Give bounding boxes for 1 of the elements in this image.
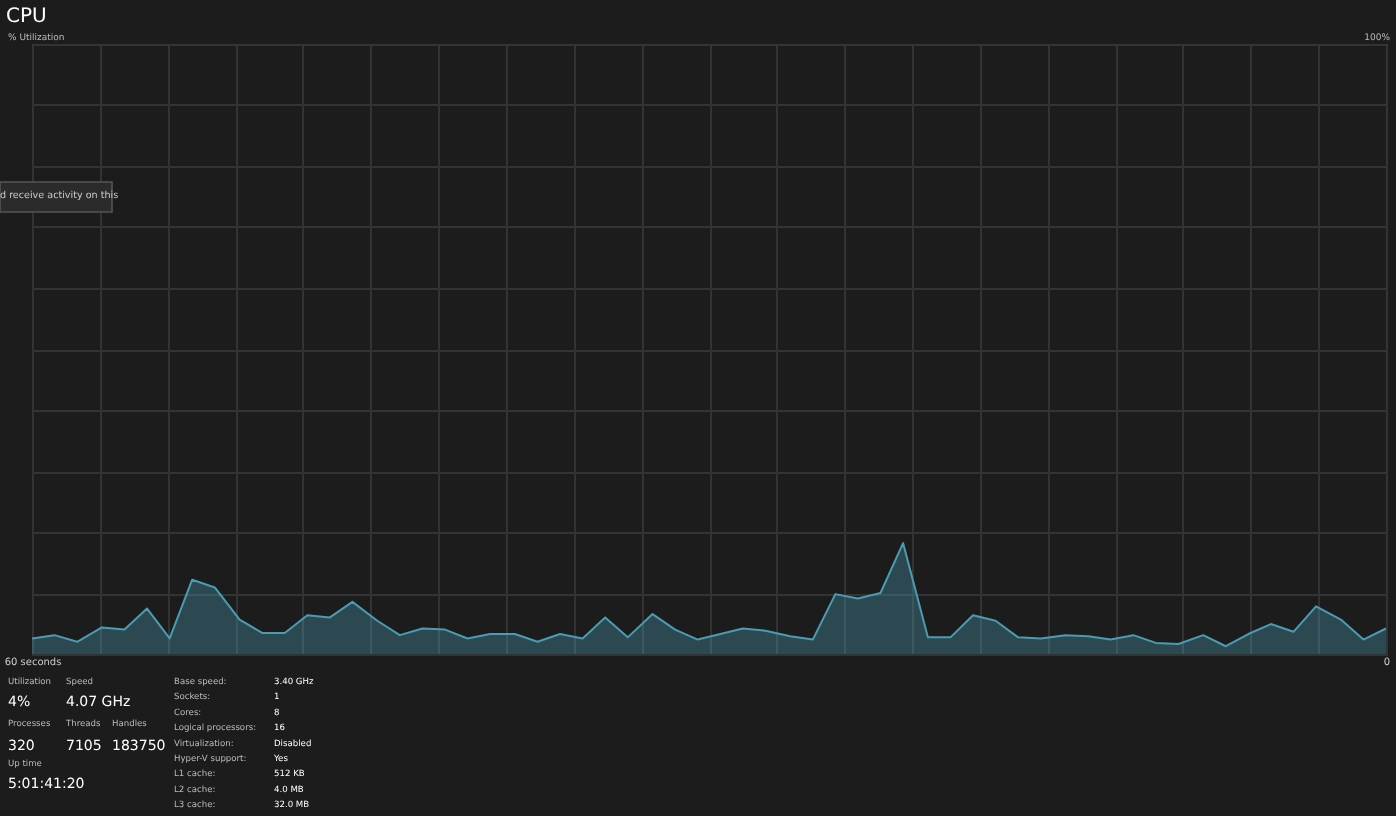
chart-title: CPU (6, 6, 47, 28)
